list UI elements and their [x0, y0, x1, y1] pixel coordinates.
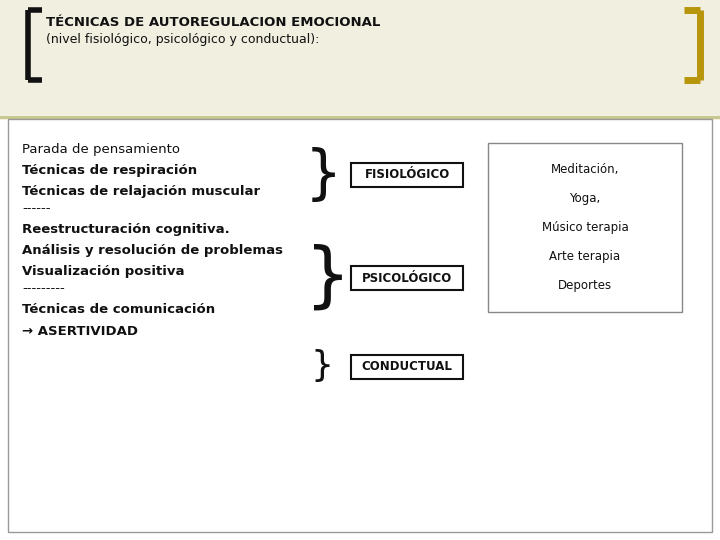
Text: Técnicas de respiración: Técnicas de respiración	[22, 164, 197, 177]
Text: Meditación,: Meditación,	[551, 163, 619, 176]
Text: Yoga,: Yoga,	[570, 192, 600, 205]
Text: ---------: ---------	[22, 282, 65, 295]
FancyBboxPatch shape	[0, 0, 720, 115]
Text: Técnicas de comunicación: Técnicas de comunicación	[22, 303, 215, 316]
Text: Parada de pensamiento: Parada de pensamiento	[22, 143, 180, 156]
Text: Análisis y resolución de problemas: Análisis y resolución de problemas	[22, 244, 283, 257]
Text: FISIOLÓGICO: FISIOLÓGICO	[364, 168, 449, 181]
Text: Reestructuración cognitiva.: Reestructuración cognitiva.	[22, 223, 230, 236]
Text: CONDUCTUAL: CONDUCTUAL	[361, 360, 452, 373]
Text: → ASERTIVIDAD: → ASERTIVIDAD	[22, 325, 138, 338]
Text: (nivel fisiológico, psicológico y conductual):: (nivel fisiológico, psicológico y conduc…	[46, 33, 320, 46]
Text: Deportes: Deportes	[558, 279, 612, 292]
FancyBboxPatch shape	[351, 163, 463, 187]
FancyBboxPatch shape	[351, 354, 463, 379]
Text: ------: ------	[22, 202, 50, 215]
Text: TÉCNICAS DE AUTOREGULACION EMOCIONAL: TÉCNICAS DE AUTOREGULACION EMOCIONAL	[46, 16, 380, 29]
Text: PSICOLÓGICO: PSICOLÓGICO	[362, 272, 452, 285]
Text: Técnicas de relajación muscular: Técnicas de relajación muscular	[22, 185, 260, 198]
FancyBboxPatch shape	[488, 143, 682, 312]
Text: Músico terapia: Músico terapia	[541, 221, 629, 234]
FancyBboxPatch shape	[8, 119, 712, 532]
Text: }: }	[310, 349, 333, 383]
Text: }: }	[305, 146, 342, 204]
Text: }: }	[305, 244, 351, 313]
Text: Arte terapia: Arte terapia	[549, 250, 621, 263]
Text: Visualización positiva: Visualización positiva	[22, 265, 184, 278]
FancyBboxPatch shape	[351, 266, 463, 290]
